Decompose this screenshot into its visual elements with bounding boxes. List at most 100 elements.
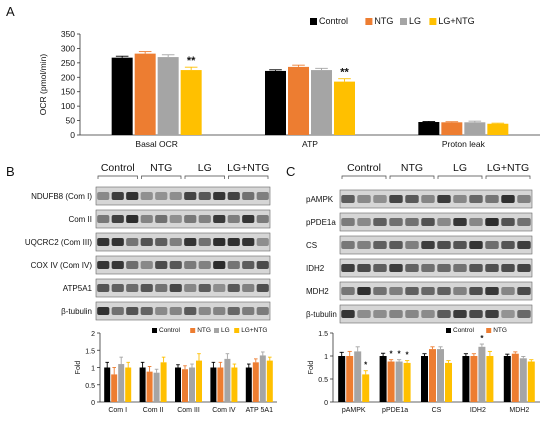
bar-control-com-iv [210, 367, 217, 402]
bar-ntg-proton-leak [441, 122, 463, 135]
blot-band-tubulin [198, 307, 211, 315]
significance-mark-lg-ntg-pampk: * [364, 361, 368, 370]
blot-band-ndufb8-com-i [213, 192, 226, 200]
blot-band-ppde1a [453, 218, 467, 226]
significance-mark-lg-ntg-ppde1a: * [406, 351, 410, 360]
blot-strip-com-ii [95, 209, 271, 229]
blot-band-pampk [469, 195, 483, 203]
x-tick-label-com-i: Com I [108, 407, 127, 414]
blot-band-cox-iv-com-iv [184, 261, 197, 269]
bar-control-com-ii [139, 367, 146, 402]
y-tick-label: 100 [61, 101, 75, 111]
blot-band-tubulin [437, 310, 451, 318]
blot-band-idh2 [517, 264, 531, 272]
blot-row-label-com-ii: Com II [68, 215, 92, 224]
blot-band-atp5a1 [140, 284, 153, 292]
blot-band-idh2 [453, 264, 467, 272]
blot-band-idh2 [389, 264, 403, 272]
blot-band-com-ii [198, 215, 211, 223]
blot-band-tubulin [227, 307, 240, 315]
bar-lg-ntg-com-iv [231, 367, 238, 402]
blot-band-pampk [517, 195, 531, 203]
blot-band-ppde1a [421, 218, 435, 226]
blot-band-cox-iv-com-iv [256, 261, 269, 269]
blot-band-cs [485, 241, 499, 249]
bar-lg-ntg-ppde1a [403, 362, 411, 402]
blot-band-mdh2 [501, 287, 515, 295]
blot-band-pampk [485, 195, 499, 203]
x-tick-label-basal-ocr: Basal OCR [135, 139, 178, 149]
blot-band-pampk [453, 195, 467, 203]
panel-letter-c: C [286, 164, 295, 179]
blot-band-idh2 [357, 264, 371, 272]
blot-band-ndufb8-com-i [155, 192, 168, 200]
bar-control-cs [421, 356, 428, 402]
x-tick-label-proton-leak: Proton leak [442, 139, 486, 149]
blot-band-ppde1a [485, 218, 499, 226]
blot-band-mdh2 [373, 287, 387, 295]
blot-strip-idh2 [339, 258, 533, 278]
blot-row-label-pampk: pAMPK [306, 195, 334, 204]
bar-ntg-mdh2 [511, 353, 519, 402]
blot-band-cox-iv-com-iv [155, 261, 168, 269]
x-tick-label-ppde1a: pPDE1a [382, 407, 408, 414]
blot-band-atp5a1 [97, 284, 110, 292]
blot-band-tubulin [97, 307, 110, 315]
bar-control-basal-ocr [111, 57, 133, 135]
bar-ntg-pampk [346, 356, 354, 402]
blot-band-com-ii [227, 215, 240, 223]
blot-band-uqcrc2-com-iii [97, 238, 110, 246]
blot-band-uqcrc2-com-iii [140, 238, 153, 246]
y-tick-label: 1.5 [85, 348, 95, 355]
blot-band-idh2 [405, 264, 419, 272]
blot-band-idh2 [501, 264, 515, 272]
bar-lg-ntg-cs [445, 362, 452, 402]
blot-band-mdh2 [453, 287, 467, 295]
blot-band-atp5a1 [169, 284, 182, 292]
bar-ntg-atp [288, 66, 309, 135]
panel-letter-a: A [6, 4, 15, 19]
blot-band-atp5a1 [256, 284, 269, 292]
blot-strip-ppde1a [339, 212, 533, 232]
bar-control-idh2 [462, 356, 470, 402]
blot-band-cox-iv-com-iv [198, 261, 211, 269]
panel-letter-b: B [6, 164, 15, 179]
bar-lg-com-ii [153, 372, 160, 402]
blot-band-mdh2 [405, 287, 419, 295]
blot-band-tubulin [485, 310, 499, 318]
blot-band-ppde1a [373, 218, 387, 226]
legend-swatch-lg-ntg [234, 328, 240, 333]
blot-group-bracket-lg-ntg [485, 175, 531, 179]
blot-band-ndufb8-com-i [97, 192, 110, 200]
blot-band-tubulin [357, 310, 371, 318]
panel-b-complex-blot: Control NTG LG LG+NTG NDUFB8 (Com I) Com II UQ… [25, 162, 277, 414]
blot-band-cs [421, 241, 435, 249]
blot-band-idh2 [437, 264, 451, 272]
blot-band-ppde1a [341, 218, 355, 226]
blot-band-pampk [501, 195, 515, 203]
blot-band-uqcrc2-com-iii [126, 238, 139, 246]
legend-swatch-lg [400, 18, 407, 25]
bar-control-com-i [104, 367, 111, 402]
y-axis-title: Fold [75, 361, 82, 375]
bar-lg-ntg-atp-5a1 [266, 360, 273, 402]
y-tick-label: 250 [61, 58, 75, 68]
blot-group-label-ntg: NTG [401, 162, 423, 174]
y-tick-label: 1 [91, 366, 95, 373]
blot-band-com-ii [184, 215, 197, 223]
blot-band-pampk [341, 195, 355, 203]
blot-band-atp5a1 [213, 284, 226, 292]
blot-band-ppde1a [405, 218, 419, 226]
blot-strip-atp5a1 [95, 278, 271, 298]
blot-strip-ndufb8-com-i [95, 186, 271, 206]
blot-band-uqcrc2-com-iii [242, 238, 255, 246]
blot-band-atp5a1 [155, 284, 168, 292]
blot-row-label-idh2: IDH2 [306, 264, 325, 273]
y-tick-label: 150 [61, 87, 75, 97]
blot-band-tubulin [126, 307, 139, 315]
blot-band-tubulin [341, 310, 355, 318]
blot-band-mdh2 [437, 287, 451, 295]
y-tick-label: 0 [324, 400, 328, 407]
legend-label-lg-ntg: LG+NTG [241, 327, 267, 334]
blot-band-uqcrc2-com-iii [227, 238, 240, 246]
